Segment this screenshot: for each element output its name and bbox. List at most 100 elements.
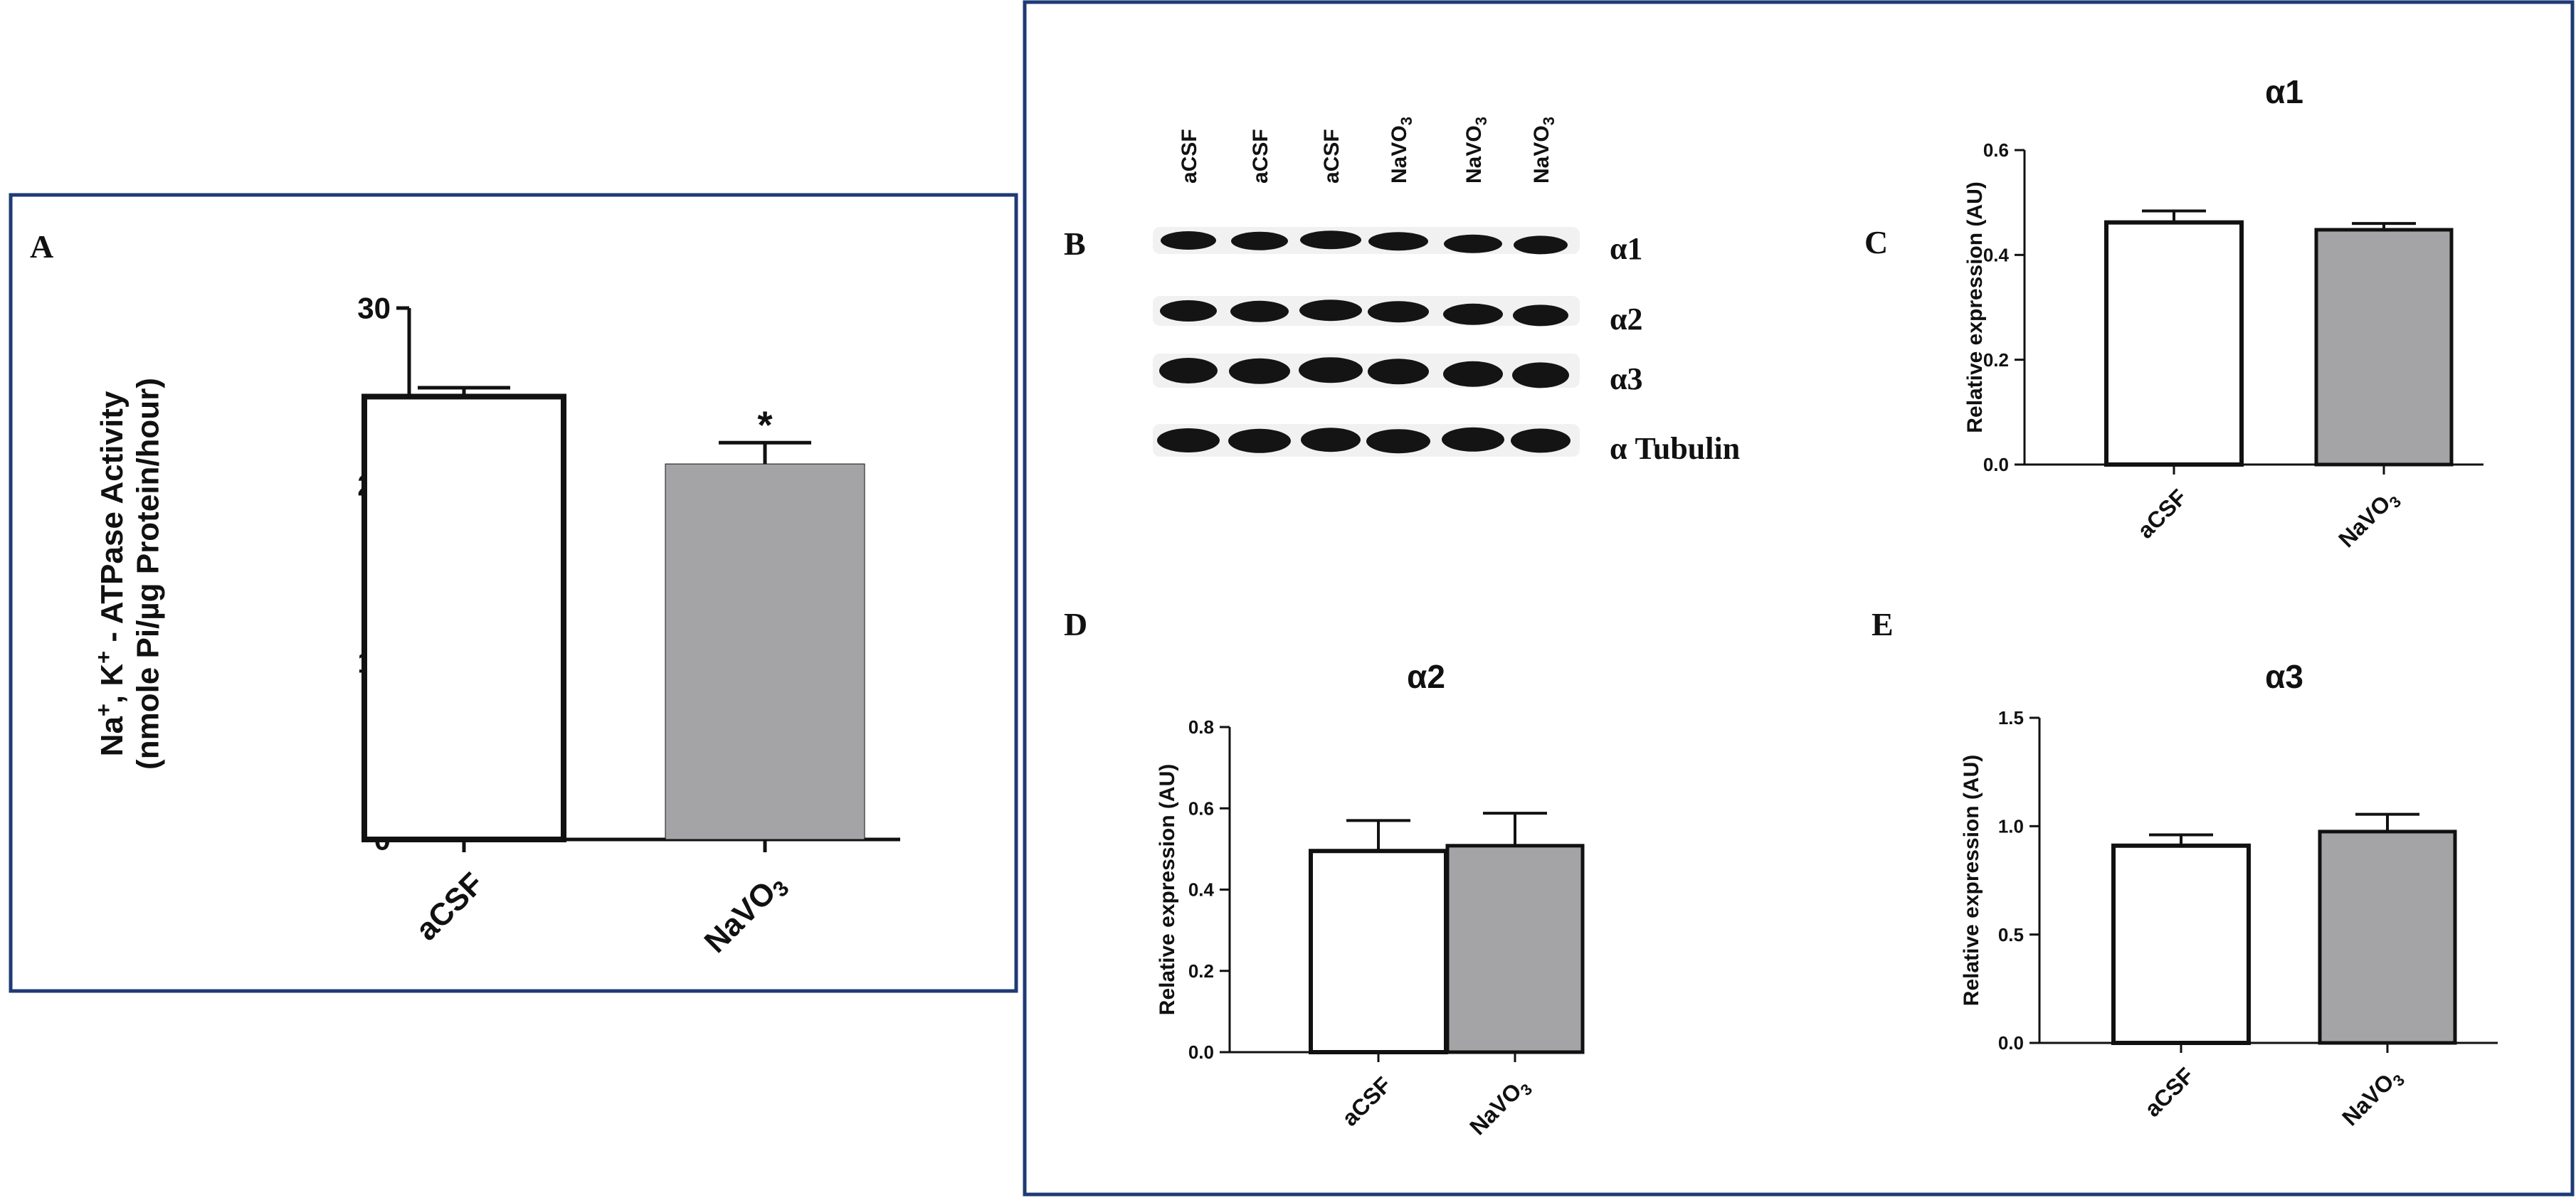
blot-row-label: α2 bbox=[1610, 302, 1643, 336]
blot-band bbox=[1299, 357, 1363, 383]
panel-letter-c: C bbox=[1864, 224, 1888, 260]
blot-band bbox=[1160, 300, 1217, 322]
y-label-sup: + bbox=[91, 704, 116, 716]
x-tick-label: NaVO3 bbox=[2333, 484, 2405, 555]
panel-letter-e: E bbox=[1872, 606, 1894, 642]
y-label-part: , K bbox=[95, 664, 130, 704]
x-tick-label: aCSF bbox=[2133, 484, 2192, 543]
blot-band bbox=[1301, 428, 1361, 452]
bar-navo3 bbox=[665, 463, 865, 840]
panel-b-e-frame bbox=[1023, 0, 2575, 1197]
y-tick-label: 0.0 bbox=[1998, 1032, 2024, 1054]
blot-band bbox=[1444, 234, 1502, 253]
blot-band bbox=[1161, 231, 1216, 250]
significance-marker: * bbox=[757, 403, 773, 447]
chart-title: α1 bbox=[2265, 73, 2303, 110]
blot-row-label: α3 bbox=[1610, 361, 1643, 396]
panel-letter-a: A bbox=[30, 228, 53, 265]
y-tick-label: 0.5 bbox=[1998, 924, 2024, 945]
blot-row-label: α1 bbox=[1610, 231, 1643, 266]
blot-band bbox=[1157, 428, 1220, 452]
blot-lane-background bbox=[1153, 227, 1580, 254]
blot-band bbox=[1299, 300, 1362, 322]
label-main: NaVO bbox=[1462, 125, 1486, 184]
blot-band bbox=[1368, 232, 1428, 251]
x-tick-label: NaVO3 bbox=[698, 866, 794, 962]
label-main: aCSF bbox=[1320, 129, 1344, 184]
x-tick-label: aCSF bbox=[409, 866, 490, 947]
label-main: aCSF bbox=[1249, 129, 1272, 184]
bar-navo3 bbox=[2318, 829, 2457, 1045]
chart-panel-d: α2 0.0 0.2 0.4 0.6 0.8 Relative expression (AU… bbox=[1156, 658, 1585, 1143]
blot-band bbox=[1512, 362, 1569, 388]
y-tick-label: 0.4 bbox=[1983, 244, 2010, 265]
label-main: aCSF bbox=[1178, 129, 1201, 184]
y-tick-label: 1.0 bbox=[1998, 815, 2024, 837]
y-tick-label: 0.4 bbox=[1188, 879, 1215, 901]
y-axis-label: Relative expression (AU) bbox=[1156, 764, 1179, 1015]
bar-navo3 bbox=[2314, 228, 2454, 467]
y-tick-label: 0.2 bbox=[1188, 960, 1214, 982]
y-tick-label: 0.8 bbox=[1188, 716, 1214, 738]
y-label-sup: + bbox=[91, 651, 116, 664]
chart-title: α3 bbox=[2265, 658, 2303, 695]
blot-band bbox=[1368, 301, 1429, 323]
blot-band bbox=[1230, 300, 1289, 322]
blot-band bbox=[1300, 230, 1361, 250]
y-tick-label: 30 bbox=[357, 292, 391, 325]
chart-panel-e: α3 0.0 0.5 1.0 1.5 Relative expression (AU) aC… bbox=[1960, 658, 2498, 1133]
lane-label: NaVO3 bbox=[1388, 117, 1415, 184]
blot-band bbox=[1443, 361, 1503, 387]
y-axis-label-line2: (nmole Pi/µg Protein/hour) bbox=[131, 378, 166, 770]
label-main: aCSF bbox=[2133, 484, 2192, 543]
y-label-part: Na bbox=[95, 716, 130, 757]
bar-acsf bbox=[361, 393, 566, 842]
label-main: aCSF bbox=[1337, 1071, 1396, 1130]
y-tick-label: 1.5 bbox=[1998, 707, 2024, 728]
lane-label: aCSF bbox=[1249, 129, 1272, 184]
label-main: aCSF bbox=[2140, 1062, 2199, 1121]
bar-acsf bbox=[2111, 843, 2251, 1045]
blot-band bbox=[1231, 231, 1288, 250]
blot-band bbox=[1514, 235, 1568, 255]
y-tick-label: 0.0 bbox=[1983, 454, 2009, 475]
panel-a-frame bbox=[9, 193, 1018, 993]
lane-label: aCSF bbox=[1178, 129, 1201, 184]
bar-acsf bbox=[2104, 220, 2244, 467]
label-main: NaVO bbox=[1530, 125, 1553, 184]
y-tick-label: 0.6 bbox=[1188, 797, 1214, 819]
blot-band bbox=[1228, 428, 1291, 453]
blot-band bbox=[1229, 358, 1290, 384]
y-tick-label: 0.2 bbox=[1983, 349, 2009, 371]
blot-band bbox=[1513, 304, 1568, 327]
chart-title: α2 bbox=[1407, 658, 1445, 695]
label-subscript: 3 bbox=[1472, 117, 1490, 125]
lane-label: aCSF bbox=[1320, 129, 1344, 184]
y-axis-label: Relative expression (AU) bbox=[1960, 755, 1983, 1006]
blot-band bbox=[1443, 303, 1503, 325]
y-axis-label: Relative expression (AU) bbox=[1963, 181, 1987, 433]
lane-label: NaVO3 bbox=[1530, 117, 1558, 184]
blot-band bbox=[1366, 429, 1430, 454]
blot-band bbox=[1368, 359, 1429, 385]
x-tick-label: aCSF bbox=[2140, 1062, 2199, 1121]
panel-letter-b: B bbox=[1064, 226, 1086, 262]
x-tick-label: NaVO3 bbox=[1464, 1071, 1536, 1143]
label-main: NaVO bbox=[1388, 125, 1411, 184]
x-tick-label: NaVO3 bbox=[2337, 1062, 2408, 1133]
y-label-part: - ATPase Activity bbox=[95, 391, 130, 651]
y-axis-label: Na+, K+ - ATPase Activity bbox=[91, 391, 130, 756]
label-subscript: 3 bbox=[1398, 117, 1415, 125]
blot-row-label: α Tubulin bbox=[1610, 431, 1740, 466]
label-main: aCSF bbox=[409, 866, 490, 947]
y-tick-label: 0.6 bbox=[1983, 139, 2009, 161]
label-subscript: 3 bbox=[1540, 117, 1558, 125]
blot-band bbox=[1442, 427, 1504, 452]
chart-panel-a: 0102030Na+, K+ - ATPase Activity(nmole P… bbox=[91, 292, 900, 962]
blot-band bbox=[1511, 428, 1571, 453]
x-tick-label: aCSF bbox=[1337, 1071, 1396, 1130]
bar-acsf bbox=[1309, 849, 1448, 1054]
panel-letter-d: D bbox=[1064, 606, 1087, 642]
